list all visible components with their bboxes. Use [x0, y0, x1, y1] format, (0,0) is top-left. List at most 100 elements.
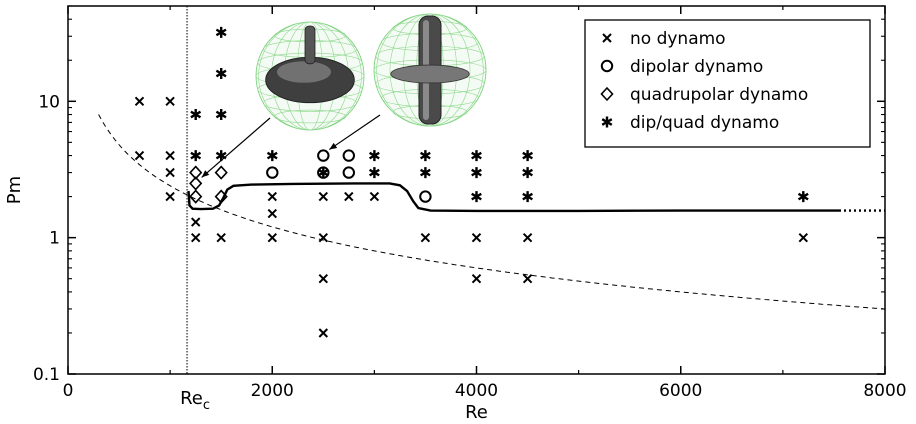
data-point-x	[471, 232, 482, 243]
asterisk-marker-shape	[471, 191, 482, 203]
x-marker-shape	[165, 167, 175, 178]
asterisk-marker-shape	[601, 116, 613, 128]
circle-marker-shape	[600, 59, 614, 73]
data-point-x	[344, 191, 354, 202]
data-point-x	[190, 217, 201, 227]
data-point-asterisk	[317, 167, 329, 179]
data-point-o	[266, 166, 279, 179]
x-marker-shape	[267, 191, 278, 202]
asterisk-marker-shape	[368, 167, 380, 179]
data-point-diamond	[189, 165, 203, 180]
x-marker-shape	[190, 232, 201, 243]
x-marker-shape	[216, 232, 226, 243]
data-point-x	[165, 150, 175, 161]
asterisk-marker-shape	[419, 150, 431, 162]
data-point-asterisk	[266, 150, 278, 162]
data-point-x	[165, 167, 175, 178]
legend-marker-x	[602, 33, 612, 43]
x-tick-label: 6000	[659, 381, 702, 401]
asterisk-marker-shape	[471, 167, 482, 179]
x-axis-title: Re	[465, 402, 488, 423]
asterisk-marker-shape	[419, 167, 431, 179]
data-point-x	[369, 191, 380, 202]
data-point-asterisk	[215, 26, 227, 38]
data-point-diamond	[214, 165, 228, 180]
data-point-asterisk	[368, 167, 380, 179]
x-marker-shape	[318, 232, 329, 243]
legend-entry-label: dip/quad dynamo	[630, 113, 779, 133]
y-tick-label: 0.1	[33, 365, 60, 385]
asterisk-marker-shape	[215, 68, 227, 79]
legend-box	[584, 19, 871, 148]
y-tick-label: 10	[38, 92, 60, 112]
circle-marker-shape	[317, 149, 330, 162]
data-point-x	[522, 232, 533, 243]
data-point-asterisk	[419, 167, 431, 179]
data-point-x	[522, 273, 533, 284]
data-point-x	[318, 328, 329, 338]
asterisk-marker-shape	[215, 26, 227, 38]
circle-marker-shape	[342, 166, 355, 179]
x-marker-shape	[267, 232, 278, 243]
data-point-asterisk	[471, 191, 482, 203]
data-point-asterisk	[190, 150, 202, 162]
legend-entry-label: no dynamo	[630, 29, 726, 49]
re-c-label: Rec	[180, 388, 210, 413]
inset-dipolar-field-image	[373, 13, 487, 127]
critical-dynamo-curve	[187, 182, 839, 213]
asterisk-marker-shape	[522, 191, 534, 203]
data-point-x	[420, 232, 431, 243]
data-point-x	[165, 96, 175, 107]
legend-entry-label: quadrupolar dynamo	[630, 85, 808, 105]
asterisk-marker-shape	[522, 167, 534, 179]
data-point-asterisk	[215, 109, 227, 120]
asterisk-marker-shape	[317, 167, 329, 179]
data-point-asterisk	[190, 109, 202, 120]
data-point-asterisk	[522, 150, 534, 162]
data-point-asterisk	[471, 150, 482, 162]
asterisk-marker-shape	[190, 150, 202, 162]
data-point-x	[318, 232, 329, 243]
arrow-to-quadrupolar-point	[201, 117, 271, 178]
x-marker-shape	[420, 232, 431, 243]
legend-marker-o	[600, 59, 614, 73]
x-marker-shape	[344, 191, 354, 202]
data-point-diamond	[214, 189, 228, 204]
x-marker-shape	[522, 273, 533, 284]
x-marker-shape	[318, 328, 329, 338]
x-marker-shape	[798, 232, 809, 243]
circle-marker-shape	[419, 190, 432, 203]
data-point-asterisk	[522, 191, 534, 203]
data-point-x	[798, 232, 809, 243]
diamond-marker-shape	[189, 176, 203, 191]
data-point-asterisk	[419, 150, 431, 162]
data-point-x	[165, 191, 175, 202]
asterisk-marker-shape	[190, 109, 202, 120]
asterisk-marker-shape	[266, 150, 278, 162]
x-marker-shape	[134, 96, 145, 107]
circle-marker-shape	[266, 166, 279, 179]
data-point-x	[190, 232, 201, 243]
x-marker-shape	[369, 191, 380, 202]
asterisk-marker-shape	[215, 109, 227, 120]
arrow-to-dipolar-point	[328, 114, 381, 151]
diamond-marker-shape	[214, 189, 228, 204]
inset-quadrupolar-field-image	[255, 21, 365, 131]
data-point-x	[134, 96, 145, 107]
arrow-head	[329, 142, 338, 150]
x-marker-shape	[318, 191, 329, 202]
x-marker-shape	[134, 150, 145, 161]
asterisk-marker-shape	[215, 150, 227, 162]
asterisk-marker-shape	[797, 191, 809, 203]
data-point-diamond	[189, 189, 203, 204]
inset-meridian	[258, 21, 362, 131]
data-point-x	[267, 232, 278, 243]
x-marker-shape	[522, 232, 533, 243]
asterisk-marker-shape	[471, 150, 482, 162]
x-marker-shape	[602, 33, 612, 43]
arrow-head	[201, 170, 210, 178]
data-point-asterisk	[522, 167, 534, 179]
inset-highlight	[277, 61, 331, 83]
re-c-label-main: Re	[180, 388, 203, 409]
asterisk-marker-shape	[368, 150, 380, 162]
